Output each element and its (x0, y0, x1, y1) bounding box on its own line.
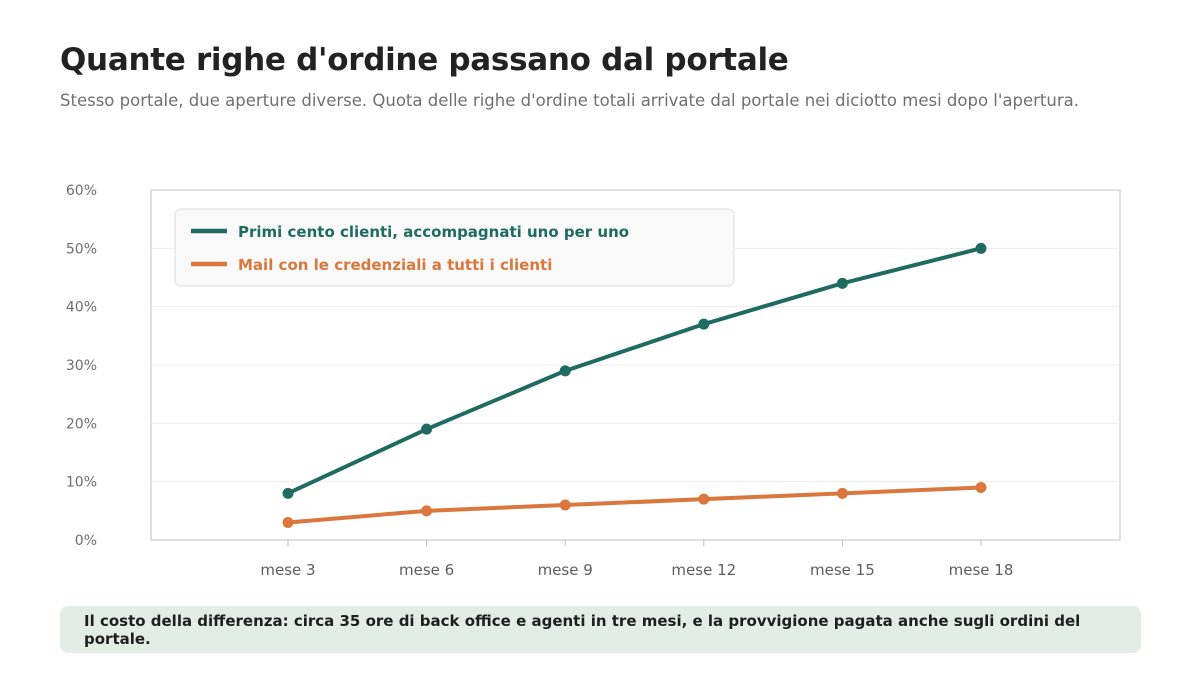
footer-note-box: Il costo della differenza: circa 35 ore … (60, 606, 1141, 653)
x-tick-label: mese 6 (399, 561, 454, 579)
data-point (836, 277, 848, 289)
data-point (421, 505, 433, 517)
x-tick-label: mese 18 (949, 561, 1014, 579)
footer-note: Il costo della differenza: circa 35 ore … (84, 611, 1081, 648)
legend-label-2: Mail con le credenziali a tutti i client… (238, 256, 552, 274)
data-point (282, 517, 294, 528)
y-tick-label: 0% (75, 533, 97, 549)
x-tick-label: mese 12 (671, 561, 736, 579)
y-tick-label: 30% (66, 358, 97, 374)
y-tick-label: 10% (66, 475, 97, 491)
data-point (975, 482, 987, 493)
data-point (421, 423, 433, 435)
data-point (559, 365, 571, 377)
series-line-1 (286, 246, 983, 496)
x-tick-label: mese 15 (810, 561, 875, 579)
y-tick-label: 20% (66, 416, 97, 432)
data-point (282, 487, 294, 499)
series-line-2 (286, 485, 983, 525)
data-point (698, 318, 710, 330)
data-point (559, 499, 571, 511)
legend-label-1: Primi cento clienti, accompagnati uno pe… (238, 223, 629, 241)
chart-subtitle: Stesso portale, due aperture diverse. Qu… (60, 91, 1079, 110)
chart-title: Quante righe d'ordine passano dal portal… (60, 42, 789, 78)
x-tick-label: mese 9 (538, 561, 593, 579)
line-chart: 0% 10% 20% 30% 40% 50% 60% mese 3 mese 6 mese 9 me… (66, 183, 1121, 579)
y-tick-label: 60% (66, 183, 97, 199)
data-point (836, 487, 848, 499)
x-tick-label: mese 3 (260, 561, 315, 579)
data-point (975, 242, 987, 254)
y-tick-label: 50% (66, 241, 97, 257)
legend-box (174, 208, 735, 287)
data-point (698, 493, 710, 505)
y-tick-label: 40% (66, 300, 97, 316)
